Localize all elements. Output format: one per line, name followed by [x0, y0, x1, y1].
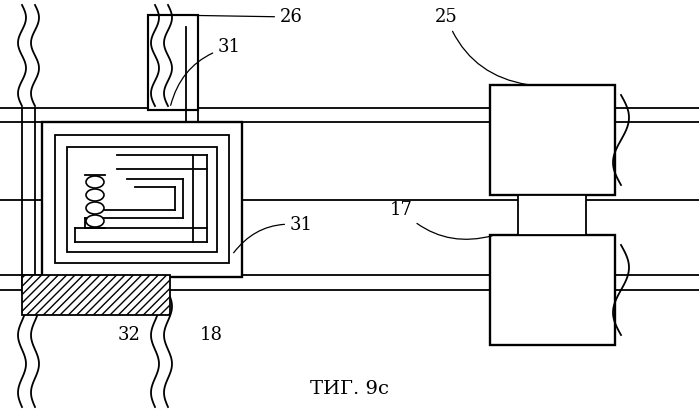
Text: 25: 25 [435, 8, 527, 84]
Bar [518, 195, 586, 235]
Bar [490, 235, 615, 345]
Text: 17: 17 [390, 201, 492, 239]
Text: ΤИГ. 9c: ΤИГ. 9c [310, 380, 389, 398]
Ellipse shape [86, 215, 104, 227]
Text: 31: 31 [171, 38, 241, 105]
Text: 32: 32 [118, 326, 141, 344]
Bar [42, 122, 242, 277]
Bar [55, 135, 229, 263]
Text: 26: 26 [171, 8, 303, 26]
Bar [67, 147, 217, 252]
Ellipse shape [86, 202, 104, 214]
Text: 18: 18 [200, 326, 223, 344]
Ellipse shape [86, 189, 104, 201]
Ellipse shape [86, 176, 104, 188]
Text: 31: 31 [233, 216, 313, 253]
Bar [490, 85, 615, 195]
Bar [22, 275, 170, 315]
Bar [148, 15, 198, 110]
